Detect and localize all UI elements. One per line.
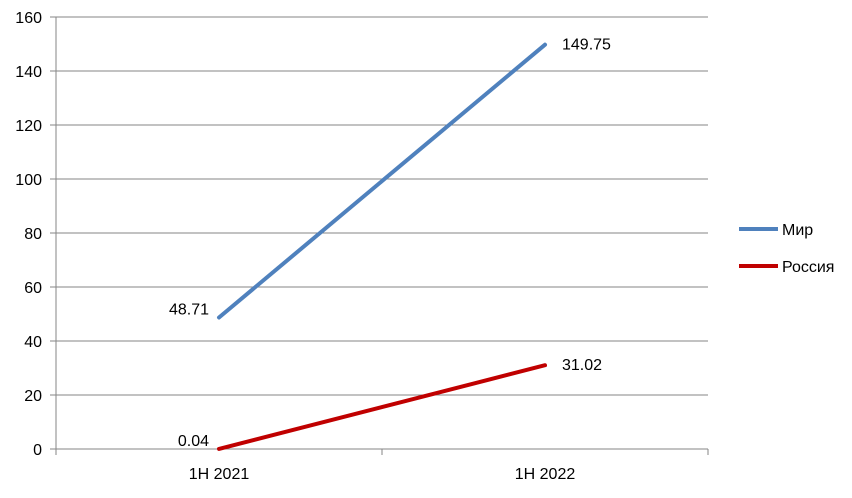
- series-lines: [217, 42, 547, 451]
- y-tick-label: 0: [33, 442, 42, 459]
- y-tick-label: 60: [24, 280, 42, 297]
- data-label: 0.04: [178, 433, 209, 450]
- series-line: [217, 363, 547, 451]
- y-tick-label: 100: [15, 172, 42, 189]
- legend-label: Мир: [782, 222, 813, 239]
- series-line: [217, 42, 547, 320]
- data-label: 48.71: [169, 301, 209, 318]
- y-tick-label: 20: [24, 388, 42, 405]
- legend: Мир Россия: [739, 222, 834, 276]
- y-tick-label: 40: [24, 334, 42, 351]
- x-axis-ticks: 1H 2021 1H 2022: [189, 466, 576, 483]
- axes: [50, 16, 709, 455]
- y-tick-label: 120: [15, 118, 42, 135]
- y-axis-ticks: 0 20 40 60 80 100 120 140 160: [15, 10, 42, 459]
- data-label: 149.75: [562, 37, 611, 54]
- y-tick-label: 80: [24, 226, 42, 243]
- x-tick-label: 1H 2021: [189, 466, 250, 483]
- x-tick-label: 1H 2022: [515, 466, 576, 483]
- data-label: 31.02: [562, 357, 602, 374]
- legend-label: Россия: [782, 259, 834, 276]
- data-labels: 48.71 149.75 0.04 31.02: [169, 37, 611, 450]
- y-tick-label: 140: [15, 64, 42, 81]
- gridlines: [56, 16, 708, 396]
- y-tick-label: 160: [15, 10, 42, 27]
